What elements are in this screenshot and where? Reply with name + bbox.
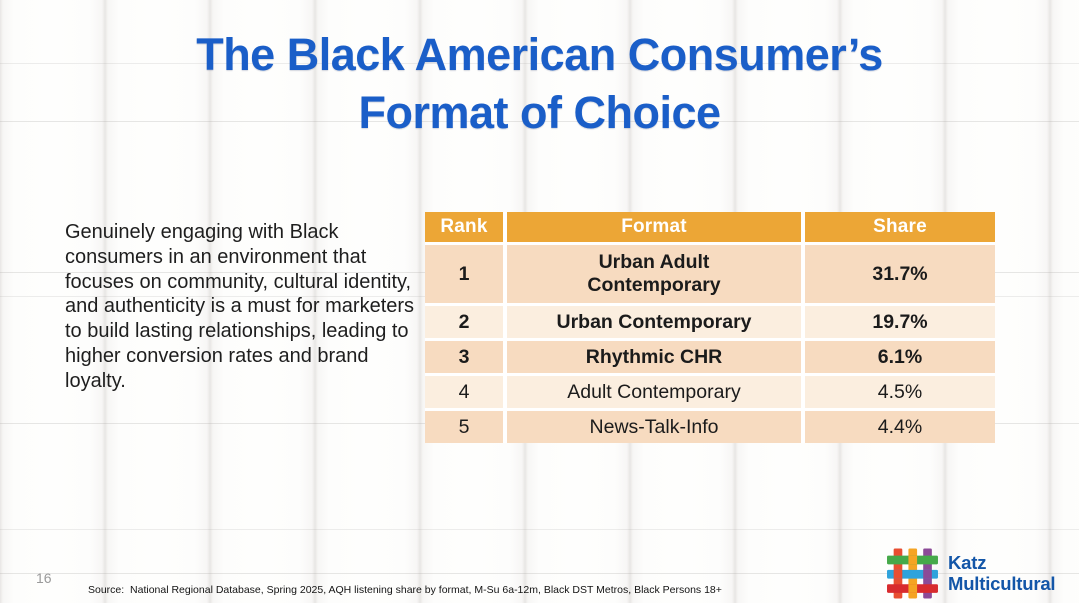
- logo-text-line1: Katz: [948, 552, 987, 574]
- table-cell-rank: 3: [425, 341, 503, 373]
- katz-multicultural-logo: Katz Multicultural: [886, 547, 1056, 600]
- table-cell-rank: 1: [425, 245, 503, 303]
- table-cell-format-text: Urban Adult Contemporary: [587, 251, 721, 296]
- table-cell-share: 4.5%: [805, 376, 995, 408]
- table-cell-share: 31.7%: [805, 245, 995, 303]
- table-header-format: Format: [507, 212, 801, 242]
- table-cell-rank: 5: [425, 411, 503, 443]
- table-cell-share: 6.1%: [805, 341, 995, 373]
- table-cell-format: News-Talk-Info: [507, 411, 801, 443]
- source-text: Source: National Regional Database, Spri…: [88, 584, 722, 596]
- table-cell-format: Urban Adult Contemporary: [507, 245, 801, 303]
- table-cell-format: Rhythmic CHR: [507, 341, 801, 373]
- table-cell-rank: 4: [425, 376, 503, 408]
- logo-wordmark: Katz Multicultural: [948, 552, 1056, 594]
- table-cell-share: 4.4%: [805, 411, 995, 443]
- table-header-share: Share: [805, 212, 995, 242]
- logo-text-line2: Multicultural: [948, 572, 1056, 594]
- table-cell-format: Urban Contemporary: [507, 306, 801, 338]
- table-cell-rank: 2: [425, 306, 503, 338]
- body-paragraph: Genuinely engaging with Black consumers …: [65, 221, 415, 392]
- table-header-rank: Rank: [425, 212, 503, 242]
- katz-hash-icon: [887, 548, 938, 599]
- title-line-1: The Black American Consumer’s: [196, 29, 883, 80]
- title-line-2: Format of Choice: [358, 86, 721, 138]
- table-cell-format: Adult Contemporary: [507, 376, 801, 408]
- page-title: The Black American Consumer’s Format of …: [0, 26, 1079, 141]
- format-share-table: Rank Format Share 1 Urban Adult Contempo…: [425, 212, 995, 443]
- page-number: 16: [36, 570, 52, 586]
- table-cell-share: 19.7%: [805, 306, 995, 338]
